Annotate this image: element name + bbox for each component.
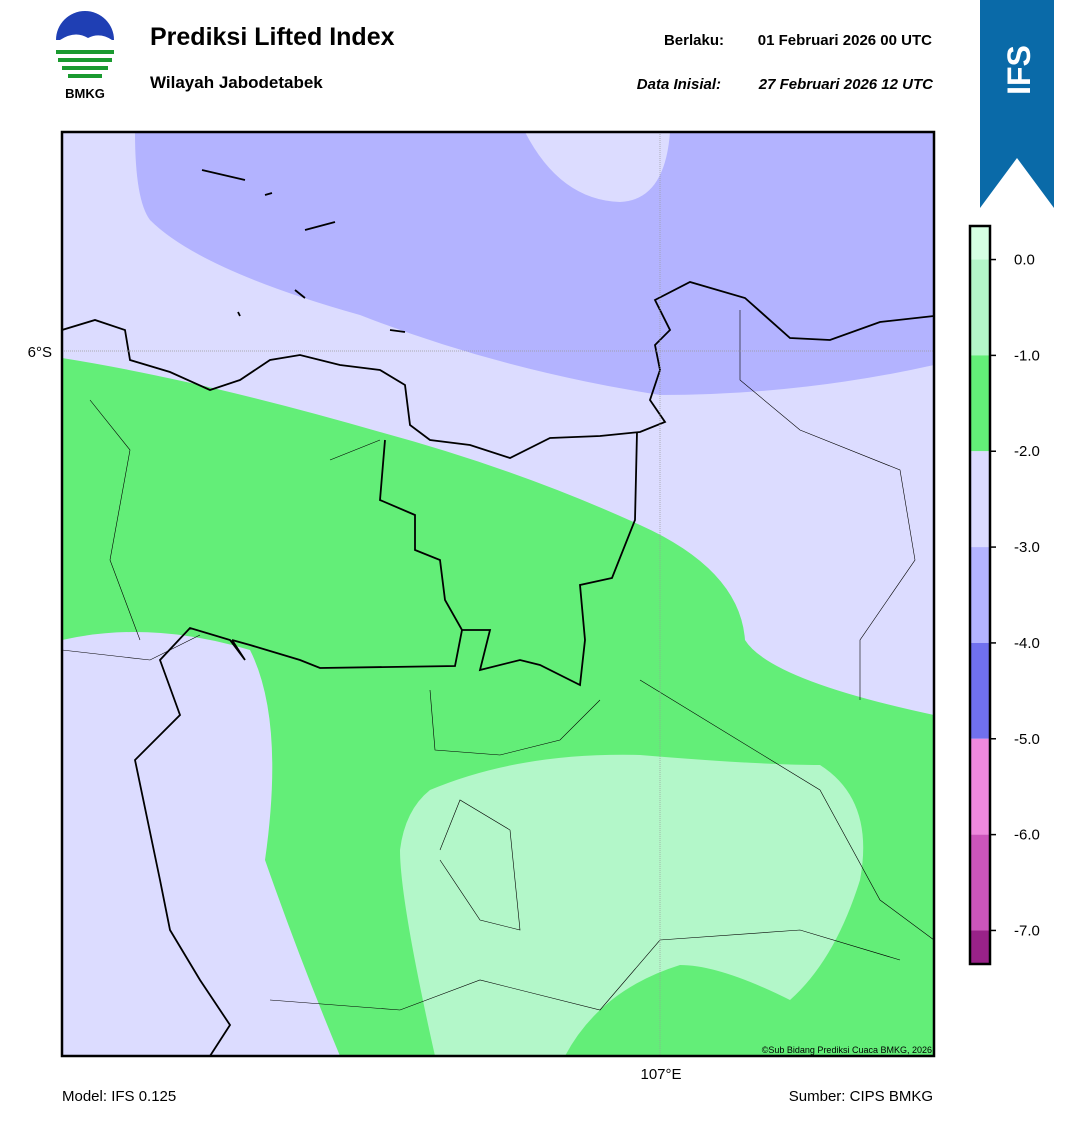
colorbar-tick-label: -7.0: [1014, 922, 1040, 939]
model: Model: IFS 0.125: [62, 1088, 176, 1105]
init-label: Data Inisial:: [637, 76, 721, 93]
colorbar-band: [970, 259, 990, 356]
colorbar-tick-label: -6.0: [1014, 827, 1040, 844]
colorbar-band: [970, 930, 990, 964]
colorbar-tick-label: -3.0: [1014, 539, 1040, 556]
copyright: ©Sub Bidang Prediksi Cuaca BMKG, 2026: [762, 1045, 932, 1055]
colorbar-frame: [968, 224, 992, 966]
lat-label: 6°S: [28, 344, 52, 361]
colorbar-band: [970, 451, 990, 548]
subtitle: Wilayah Jabodetabek: [150, 73, 323, 92]
valid-label: Berlaku:: [664, 32, 724, 49]
colorbar-tick-label: -5.0: [1014, 731, 1040, 748]
colorbar: 0.0 -1.0 -2.0 -3.0 -4.0 -5.0 -6.0 -7.0: [968, 224, 1040, 966]
colorbar-tick-label: 0.0: [1014, 252, 1035, 269]
logo: BMKG: [56, 11, 114, 101]
colorbar-tick-label: -4.0: [1014, 635, 1040, 652]
lon-label: 107°E: [640, 1066, 681, 1083]
valid-date: 01 Februari 2026 00 UTC: [758, 32, 932, 49]
colorbar-band: [970, 355, 990, 452]
init-date: 27 Februari 2026 12 UTC: [758, 76, 934, 93]
map-frame: [60, 130, 936, 1058]
colorbar-band: [970, 226, 990, 260]
colorbar-band: [970, 738, 990, 835]
colorbar-tick-label: -1.0: [1014, 347, 1040, 364]
colorbar-band: [970, 642, 990, 739]
source: Sumber: CIPS BMKG: [789, 1088, 933, 1105]
badge: [980, 0, 1054, 208]
badge-text: IFS: [1001, 45, 1037, 95]
title: Prediksi Lifted Index: [150, 23, 395, 51]
colorbar-band: [970, 834, 990, 931]
map: [62, 132, 934, 1056]
logo-text: BMKG: [65, 86, 105, 101]
colorbar-tick-label: -2.0: [1014, 443, 1040, 460]
colorbar-band: [970, 547, 990, 643]
